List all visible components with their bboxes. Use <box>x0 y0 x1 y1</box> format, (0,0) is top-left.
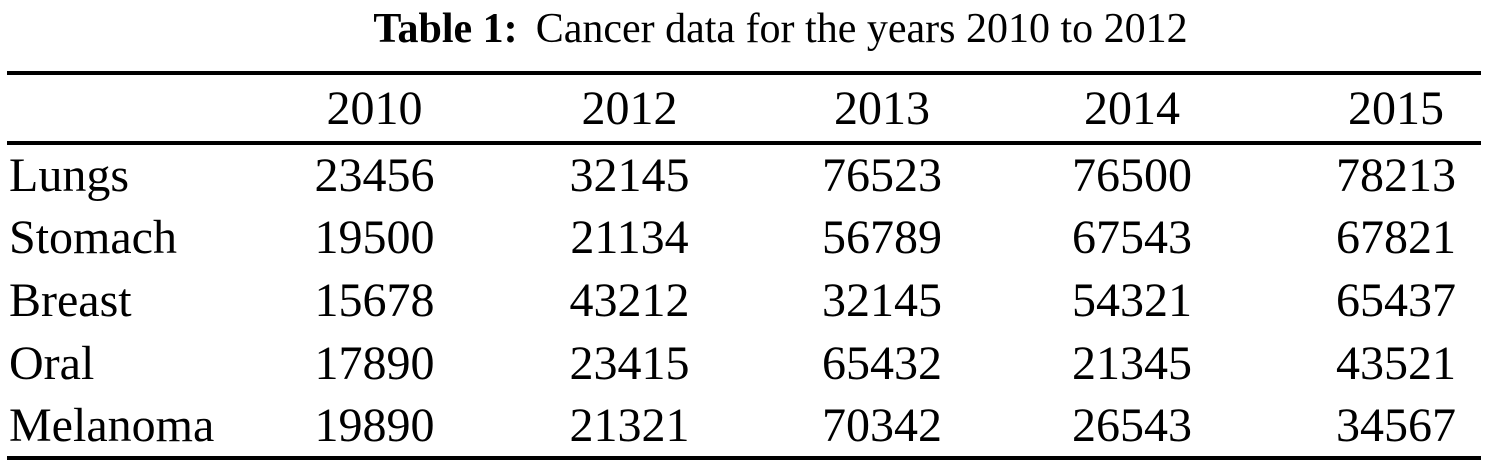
table-caption-text: Cancer data for the years 2010 to 2012 <box>535 6 1188 52</box>
table-row-melanoma: Melanoma 19890 21321 70342 26543 34567 <box>7 395 1481 458</box>
table-cell: 15678 <box>314 274 435 327</box>
table-cell: 56789 <box>822 211 942 264</box>
table-caption: Table 1: Cancer data for the years 2010 t… <box>37 0 1487 71</box>
table-cell: 32145 <box>822 274 942 327</box>
column-header-2014: 2014 <box>1007 73 1257 145</box>
table-row-stomach: Stomach 19500 21134 56789 67543 67821 <box>7 206 1481 269</box>
table-row-breast: Breast 15678 43212 32145 54321 65437 <box>7 269 1481 332</box>
table-cell: 19500 <box>314 211 435 264</box>
table-cell: 19890 <box>314 399 435 452</box>
table-cell: 34567 <box>1336 399 1456 452</box>
row-label-cell: Lungs <box>9 149 129 202</box>
table-cell: 21345 <box>1072 337 1192 390</box>
row-label-cell: Stomach <box>9 211 177 264</box>
table-cell: 26543 <box>1072 399 1192 452</box>
table-cell: 23456 <box>314 149 435 202</box>
table-cell: 76500 <box>1072 149 1192 202</box>
table-cell: 65432 <box>822 337 942 390</box>
table-row-oral: Oral 17890 23415 65432 21345 43521 <box>7 332 1481 395</box>
table-caption-number: Table 1: <box>373 6 518 52</box>
table-cell: 21321 <box>569 399 690 452</box>
table-cell: 17890 <box>314 337 435 390</box>
table-cell: 76523 <box>822 149 942 202</box>
row-label-cell: Breast <box>9 274 132 327</box>
table-cell: 23415 <box>569 337 690 390</box>
table-cell: 67821 <box>1336 211 1456 264</box>
table-cell: 21134 <box>570 211 689 264</box>
column-header-2015: 2015 <box>1257 73 1481 145</box>
table-cell: 70342 <box>822 399 942 452</box>
row-label-cell: Oral <box>9 337 95 390</box>
column-header-2012: 2012 <box>502 73 757 145</box>
column-header-2013: 2013 <box>757 73 1007 145</box>
cancer-data-table: 2010 2012 2013 2014 2015 Lungs 23456 321… <box>7 71 1481 460</box>
column-header-empty <box>7 73 247 145</box>
table-row-lungs: Lungs 23456 32145 76523 76500 78213 <box>7 143 1481 206</box>
header-row: 2010 2012 2013 2014 2015 <box>7 73 1481 145</box>
table-cell: 67543 <box>1072 211 1192 264</box>
table-cell: 43521 <box>1336 337 1456 390</box>
table-cell: 54321 <box>1072 274 1192 327</box>
table-cell: 32145 <box>569 149 690 202</box>
column-header-2010: 2010 <box>247 73 502 145</box>
table-cell: 43212 <box>569 274 690 327</box>
table-cell: 78213 <box>1336 149 1456 202</box>
row-label-cell: Melanoma <box>9 399 215 452</box>
table-cell: 65437 <box>1336 274 1456 327</box>
